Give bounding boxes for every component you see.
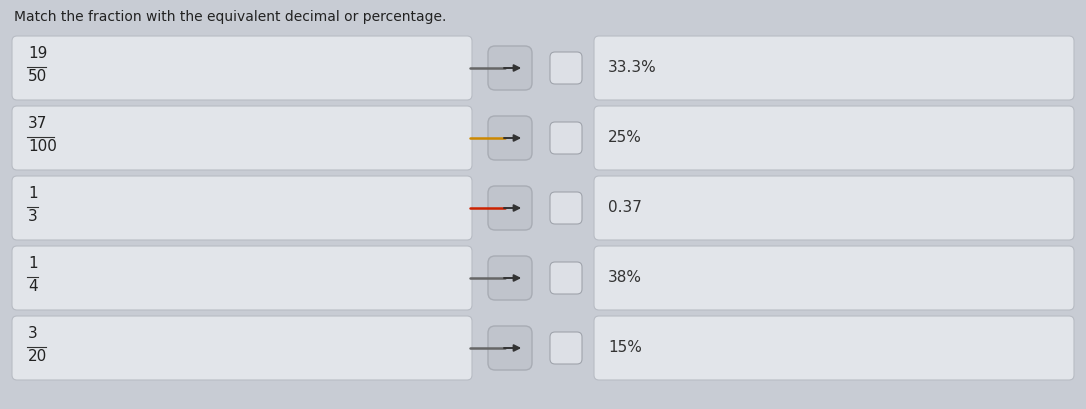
Text: 4: 4 [28, 279, 38, 294]
FancyBboxPatch shape [550, 52, 582, 84]
FancyBboxPatch shape [594, 176, 1074, 240]
FancyBboxPatch shape [488, 256, 532, 300]
FancyBboxPatch shape [488, 46, 532, 90]
Text: Match the fraction with the equivalent decimal or percentage.: Match the fraction with the equivalent d… [14, 10, 446, 24]
Text: 3: 3 [28, 209, 38, 224]
Text: 3: 3 [28, 326, 38, 341]
Text: 20: 20 [28, 349, 48, 364]
Text: 50: 50 [28, 69, 48, 84]
FancyBboxPatch shape [12, 106, 472, 170]
Text: 100: 100 [28, 139, 56, 154]
FancyBboxPatch shape [12, 176, 472, 240]
FancyBboxPatch shape [550, 192, 582, 224]
FancyBboxPatch shape [12, 316, 472, 380]
FancyBboxPatch shape [550, 332, 582, 364]
FancyBboxPatch shape [488, 116, 532, 160]
Text: 25%: 25% [608, 130, 642, 146]
Text: 19: 19 [28, 46, 48, 61]
Text: 37: 37 [28, 116, 48, 131]
FancyBboxPatch shape [550, 122, 582, 154]
FancyBboxPatch shape [594, 36, 1074, 100]
Text: 38%: 38% [608, 270, 642, 285]
FancyBboxPatch shape [594, 246, 1074, 310]
Text: 1: 1 [28, 256, 38, 271]
FancyBboxPatch shape [12, 246, 472, 310]
FancyBboxPatch shape [594, 316, 1074, 380]
FancyBboxPatch shape [488, 326, 532, 370]
FancyBboxPatch shape [488, 186, 532, 230]
FancyBboxPatch shape [594, 106, 1074, 170]
Text: 0.37: 0.37 [608, 200, 642, 216]
Text: 33.3%: 33.3% [608, 61, 657, 76]
Text: 15%: 15% [608, 341, 642, 355]
Text: 1: 1 [28, 186, 38, 201]
FancyBboxPatch shape [12, 36, 472, 100]
FancyBboxPatch shape [550, 262, 582, 294]
